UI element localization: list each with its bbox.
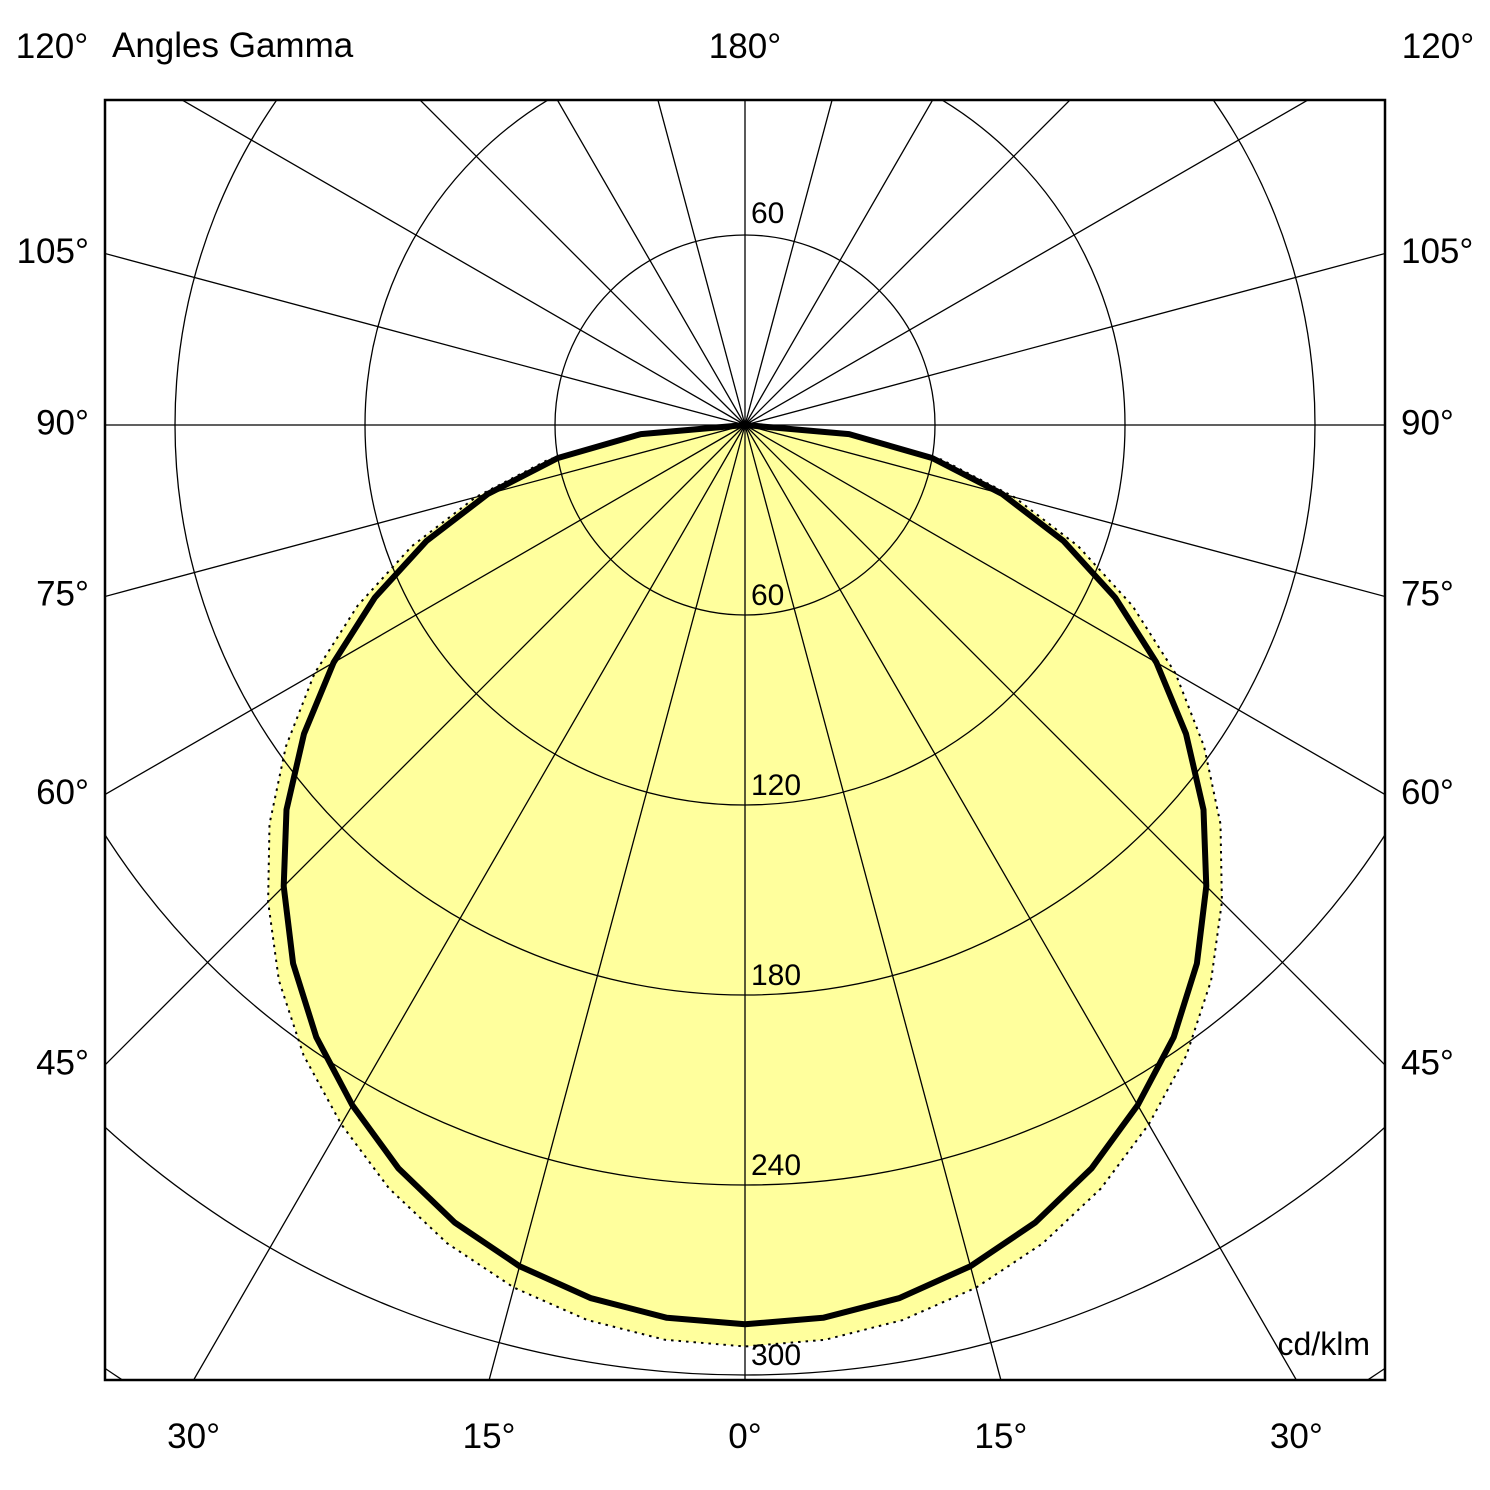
axis-label-left-60: 60°	[36, 773, 89, 812]
axis-label-left-45: 45°	[36, 1043, 89, 1082]
gamma-ray-345	[488, 424, 746, 1380]
axis-label-right-105: 105°	[1401, 232, 1473, 271]
axis-label-left-105: 105°	[17, 232, 89, 271]
axis-label-top-2: 120°	[1402, 27, 1474, 66]
gamma-ray-120	[744, 100, 1310, 426]
axis-label-top-0: 120°	[16, 27, 88, 66]
gamma-ray-330	[192, 424, 746, 1380]
axis-label-right-60: 60°	[1401, 773, 1454, 812]
axis-label-left-75: 75°	[36, 575, 89, 614]
plot-border	[103, 98, 1387, 1382]
gamma-ray-150	[744, 100, 934, 426]
ring-label-300: 300	[751, 1339, 801, 1372]
gamma-ray-240	[180, 100, 746, 426]
gamma-ray-285	[105, 424, 746, 598]
gamma-ray-165	[744, 100, 833, 426]
axis-label-bottom-0: 30°	[167, 1417, 220, 1456]
ring-label-60: 60	[751, 579, 784, 612]
axis-label-bottom-1: 15°	[463, 1417, 516, 1456]
axis-label-bottom-4: 30°	[1270, 1417, 1323, 1456]
gamma-ray-30	[744, 424, 1298, 1380]
gamma-ray-45	[744, 424, 1385, 1066]
chart-title: Angles Gamma	[112, 26, 354, 65]
gamma-ray-60	[744, 424, 1385, 796]
ring-label-240: 240	[751, 1149, 801, 1182]
gamma-ray-315	[105, 424, 746, 1066]
axis-label-top-1: 180°	[709, 27, 781, 66]
axis-label-right-75: 75°	[1401, 575, 1454, 614]
gamma-ray-135	[744, 100, 1071, 426]
unit-label: cd/klm	[1277, 1326, 1370, 1362]
curve-outline-c0-c180-solid	[280, 422, 1210, 1328]
axis-label-bottom-3: 15°	[974, 1417, 1027, 1456]
gamma-ray-195	[657, 100, 746, 426]
gamma-ray-225	[419, 100, 746, 426]
gamma-ray-75	[744, 424, 1385, 598]
axis-label-right-90: 90°	[1401, 403, 1454, 442]
gamma-ray-15	[744, 424, 1002, 1380]
ring-label-120: 120	[751, 769, 801, 802]
axis-label-right-45: 45°	[1401, 1043, 1454, 1082]
ring-label-top-60: 60	[751, 197, 784, 230]
gamma-ray-255	[105, 252, 746, 426]
axis-label-bottom-2: 0°	[728, 1417, 761, 1456]
axis-label-left-90: 90°	[36, 403, 89, 442]
gamma-ray-300	[105, 424, 746, 796]
ring-label-180: 180	[751, 959, 801, 992]
gamma-ray-105	[744, 252, 1385, 426]
gamma-ray-210	[556, 100, 746, 426]
